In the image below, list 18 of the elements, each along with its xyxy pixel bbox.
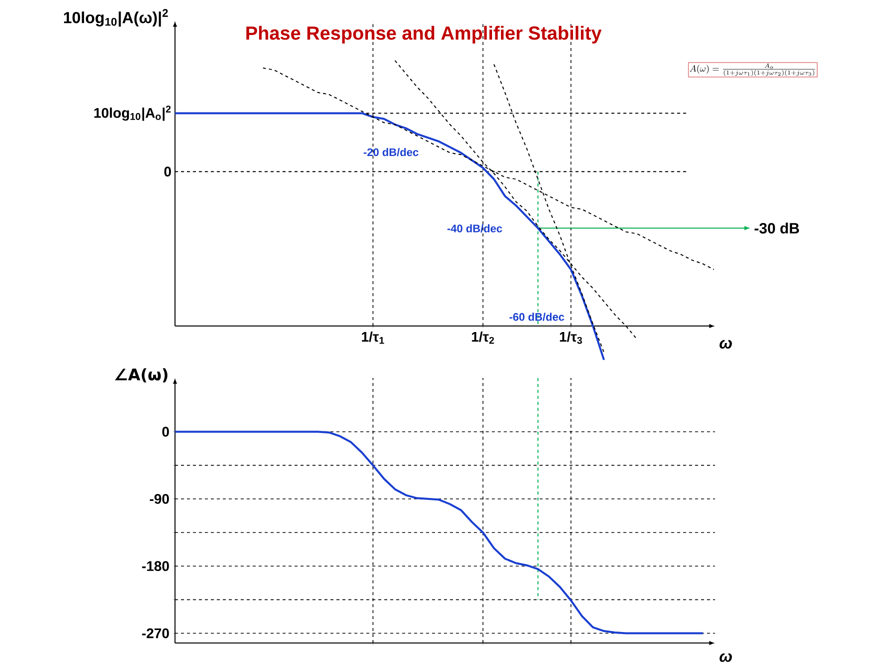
x-axis-title: ω xyxy=(720,340,732,349)
annotation: $A(\omega)=\frac{A_o}{(1+j\omega\tau_1)(1+j\omega\tau_2)(1+j\omega\tau_3)}$ xyxy=(690,63,815,76)
ref-line-label: -30 dB xyxy=(754,222,799,234)
x-tick-label: 1/τ$_{3}$ xyxy=(560,331,582,344)
y-tick-label: -180 xyxy=(142,561,169,572)
x-tick-label: 1/τ$_{1}$ xyxy=(362,331,384,344)
annotation: -40 dB/dec xyxy=(447,224,502,232)
chart-title: Phase Response and Amplifier Stability xyxy=(246,26,602,44)
x-tick-label: 1/τ$_{2}$ xyxy=(472,331,494,344)
annotation: -20 dB/dec xyxy=(364,148,418,156)
x-axis-title: ω xyxy=(720,653,732,662)
y-tick-label: -270 xyxy=(142,628,169,638)
y-axis-title: 10log$_{10}$|A(ω)|$^{2}$ xyxy=(64,9,168,27)
y-tick-label: 0 xyxy=(162,426,169,437)
annotation: -60 dB/dec xyxy=(510,312,564,321)
y-tick-label: -90 xyxy=(150,494,169,504)
ref-line-label: 10log$_{10}$|A$_{o}$|$^{2}$ xyxy=(94,106,171,121)
y-axis-title: ∠A(ω) xyxy=(114,368,168,382)
